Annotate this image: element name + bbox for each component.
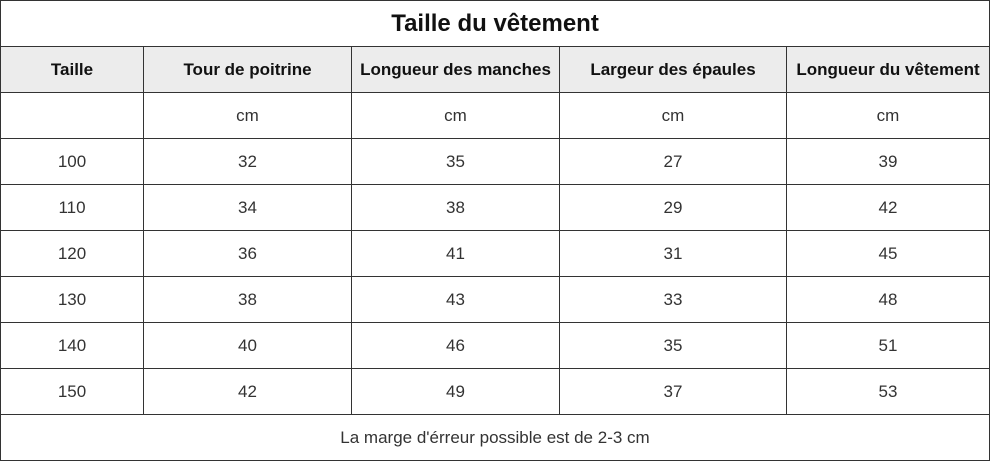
table-cell: 41: [351, 230, 560, 277]
table-cell: 42: [785, 184, 991, 231]
table-cell: cm: [351, 92, 560, 139]
table-cell: 49: [351, 368, 560, 415]
table-cell: 38: [351, 184, 560, 231]
table-cell: 35: [351, 138, 560, 185]
table-cell: 130: [0, 276, 144, 323]
table-cell: 31: [559, 230, 787, 277]
table-cell: [0, 92, 144, 139]
table-cell: 42: [143, 368, 352, 415]
header-chest: Tour de poitrine: [143, 46, 352, 93]
table-cell: 37: [559, 368, 787, 415]
table-title: Taille du vêtement: [0, 0, 991, 47]
table-cell: 110: [0, 184, 144, 231]
table-row: cm cm cm cm: [0, 92, 991, 139]
header-shoulder-width: Largeur des épaules: [559, 46, 787, 93]
table-cell: 46: [351, 322, 560, 369]
table-cell: 45: [785, 230, 991, 277]
table-row: 130 38 43 33 48: [0, 276, 991, 323]
header-garment-length: Longueur du vêtement: [785, 46, 991, 93]
table-cell: 150: [0, 368, 144, 415]
table-cell: 53: [785, 368, 991, 415]
table-cell: 120: [0, 230, 144, 277]
title-row: Taille du vêtement: [0, 0, 991, 47]
table-row: 120 36 41 31 45: [0, 230, 991, 277]
header-sleeve-length: Longueur des manches: [351, 46, 560, 93]
table-row: 150 42 49 37 53: [0, 368, 991, 415]
table-row: 100 32 35 27 39: [0, 138, 991, 185]
table-cell: 43: [351, 276, 560, 323]
table-row: 110 34 38 29 42: [0, 184, 991, 231]
header-size: Taille: [0, 46, 144, 93]
table-cell: 29: [559, 184, 787, 231]
table-cell: 33: [559, 276, 787, 323]
table-cell: 27: [559, 138, 787, 185]
table-cell: 51: [785, 322, 991, 369]
table-cell: cm: [559, 92, 787, 139]
table-row: 140 40 46 35 51: [0, 322, 991, 369]
error-margin-note: La marge d'érreur possible est de 2-3 cm: [0, 414, 991, 461]
table-cell: 48: [785, 276, 991, 323]
table-cell: cm: [785, 92, 991, 139]
table-cell: 36: [143, 230, 352, 277]
header-row: Taille Tour de poitrine Longueur des man…: [0, 46, 991, 93]
note-row: La marge d'érreur possible est de 2-3 cm: [0, 414, 991, 461]
table-cell: 40: [143, 322, 352, 369]
table-cell: 140: [0, 322, 144, 369]
table-cell: cm: [143, 92, 352, 139]
table-cell: 32: [143, 138, 352, 185]
table-cell: 34: [143, 184, 352, 231]
table-cell: 100: [0, 138, 144, 185]
table-cell: 35: [559, 322, 787, 369]
table-cell: 38: [143, 276, 352, 323]
table-cell: 39: [785, 138, 991, 185]
